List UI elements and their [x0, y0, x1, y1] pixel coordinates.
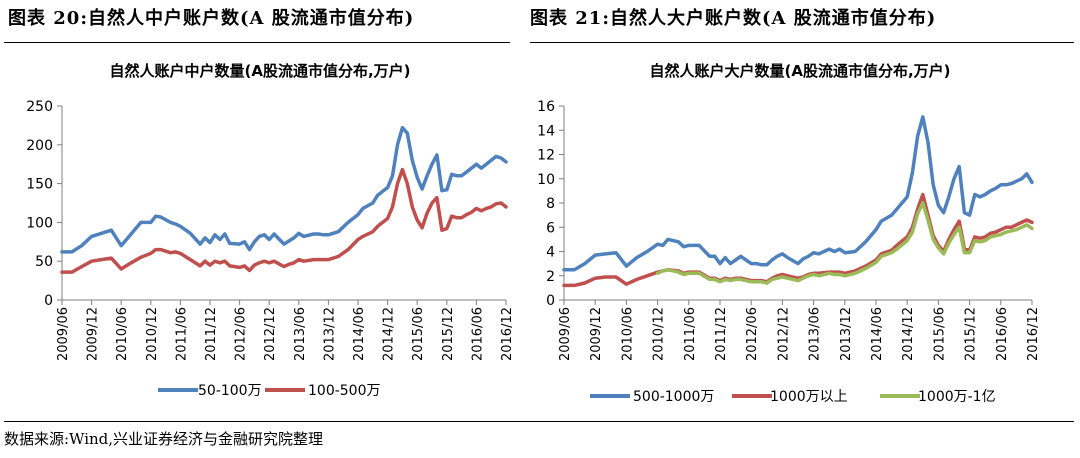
legend-label-2: 1000万以上 [770, 389, 848, 405]
chart-title: 自然人账户中户数量(A股流通市值分布,万户) [109, 62, 410, 80]
series-line-2 [60, 167, 508, 274]
x-tick-label: 2011/12 [714, 307, 729, 361]
x-tick-label: 2014/12 [382, 307, 397, 361]
y-tick-label: 10 [537, 172, 555, 188]
y-tick-label: 16 [537, 99, 555, 115]
x-tick-label: 2011/12 [204, 307, 219, 361]
y-tick-label: 12 [537, 148, 555, 164]
x-tick-label: 2009/06 [56, 307, 71, 361]
source-note: 数据来源:Wind,兴业证券经济与金融研究院整理 [4, 430, 324, 448]
x-tick-label: 2012/12 [263, 307, 278, 361]
x-tick-label: 2016/06 [995, 307, 1010, 361]
y-tick-label: 200 [26, 138, 53, 154]
y-tick-label: 4 [546, 245, 555, 261]
legend-label-3: 1000万-1亿 [918, 389, 996, 405]
figure-20-title: 图表 20:自然人中户账户数(A 股流通市值分布) [8, 8, 415, 29]
y-tick-label: 50 [35, 254, 53, 270]
x-tick-label: 2016/12 [1026, 307, 1041, 361]
y-tick-label: 6 [546, 220, 555, 236]
x-tick-label: 2016/06 [470, 307, 485, 361]
x-tick-label: 2014/06 [352, 307, 367, 361]
x-tick-label: 2013/12 [322, 307, 337, 361]
y-tick-label: 0 [44, 293, 53, 309]
series-line-1 [562, 115, 1034, 272]
x-tick-label: 2010/06 [115, 307, 130, 361]
series-line-3 [655, 201, 1034, 285]
x-tick-label: 2013/06 [808, 307, 823, 361]
y-tick-label: 8 [546, 196, 555, 212]
x-tick-label: 2010/12 [652, 307, 667, 361]
y-tick-label: 250 [26, 99, 53, 115]
x-tick-label: 2013/06 [293, 307, 308, 361]
x-tick-label: 2015/12 [964, 307, 979, 361]
source-divider [4, 421, 1074, 422]
y-tick-label: 100 [26, 215, 53, 231]
x-tick-label: 2009/12 [589, 307, 604, 361]
x-tick-label: 2011/06 [683, 307, 698, 361]
y-tick-label: 0 [546, 293, 555, 309]
x-tick-label: 2010/06 [620, 307, 635, 361]
y-tick-label: 2 [546, 269, 555, 285]
x-tick-label: 2014/12 [901, 307, 916, 361]
x-tick-label: 2009/06 [558, 307, 573, 361]
x-tick-label: 2012/06 [234, 307, 249, 361]
x-tick-label: 2012/06 [745, 307, 760, 361]
chart-natural-person-large-accounts: 自然人账户大户数量(A股流通市值分布,万户) 0 2 4 6 8 10 12 14 16 2009/… [537, 62, 1041, 405]
legend-label-1: 50-100万 [198, 383, 262, 399]
x-tick-label: 2015/06 [411, 307, 426, 361]
x-tick-label: 2010/12 [145, 307, 160, 361]
x-tick-label: 2014/06 [870, 307, 885, 361]
x-tick-label: 2013/12 [839, 307, 854, 361]
legend-label-1: 500-1000万 [633, 389, 714, 405]
x-tick-label: 2009/12 [86, 307, 101, 361]
y-tick-label: 14 [537, 123, 555, 139]
x-tick-label: 2015/06 [932, 307, 947, 361]
x-tick-label: 2015/12 [441, 307, 456, 361]
title-underline-left [4, 42, 510, 43]
x-tick-label: 2016/12 [500, 307, 515, 361]
series-line-1 [60, 125, 508, 254]
figure-21-title: 图表 21:自然人大户账户数(A 股流通市值分布) [530, 8, 937, 29]
x-tick-label: 2012/12 [776, 307, 791, 361]
legend-label-2: 100-500万 [308, 383, 381, 399]
title-underline-right [530, 42, 1074, 43]
x-tick-label: 2011/06 [174, 307, 189, 361]
y-tick-label: 150 [26, 177, 53, 193]
chart-title: 自然人账户大户数量(A股流通市值分布,万户) [649, 62, 950, 80]
chart-natural-person-medium-accounts: 自然人账户中户数量(A股流通市值分布,万户) 0 50 100 150 200 250 200… [26, 62, 515, 399]
